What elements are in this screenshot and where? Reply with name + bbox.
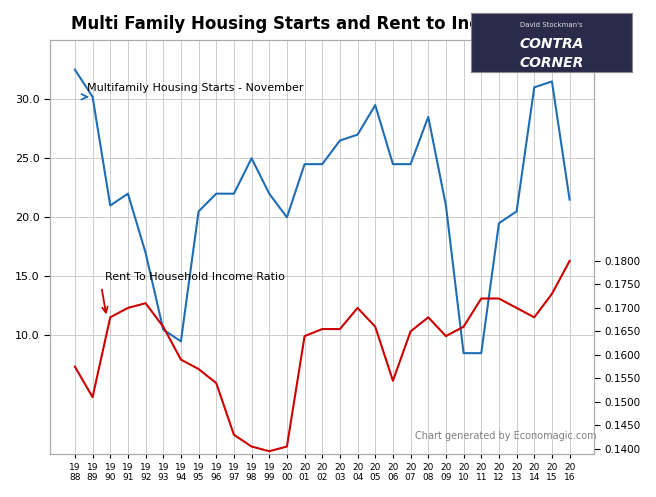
Text: Multifamily Housing Starts - November: Multifamily Housing Starts - November [87,83,304,93]
Text: CORNER: CORNER [520,56,583,70]
Text: Rent To Household Income Ratio: Rent To Household Income Ratio [105,272,285,282]
Text: Chart generated by Economagic.com: Chart generated by Economagic.com [415,431,596,441]
Text: David Stockman's: David Stockman's [520,22,583,28]
Text: CONTRA: CONTRA [519,37,584,51]
Title: Multi Family Housing Starts and Rent to Income Ratio: Multi Family Housing Starts and Rent to … [71,15,574,33]
